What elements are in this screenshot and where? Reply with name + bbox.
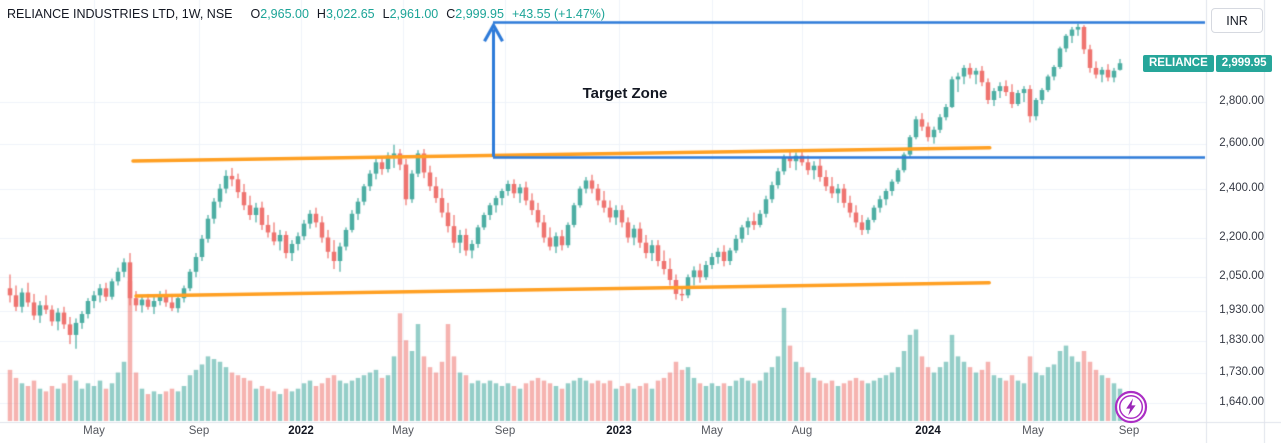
- badge-symbol: RELIANCE: [1143, 54, 1214, 72]
- time-tick-label: 2023: [606, 425, 632, 437]
- symbol-title[interactable]: RELIANCE INDUSTRIES LTD, 1W, NSE: [7, 7, 233, 21]
- time-tick-label: May: [392, 425, 414, 437]
- price-tick-label: 2,400.00: [1219, 181, 1264, 194]
- time-tick-label: May: [1022, 425, 1044, 437]
- low-label: L: [382, 7, 390, 21]
- high-value: 3,022.65: [325, 7, 375, 21]
- price-tick-label: 2,050.00: [1219, 270, 1264, 283]
- price-tick-label: 2,200.00: [1219, 230, 1264, 243]
- time-tick-label: 2022: [288, 425, 314, 437]
- change-value: +43.55 (+1.47%): [511, 7, 606, 21]
- price-tick-label: 1,830.00: [1219, 334, 1264, 347]
- currency-button[interactable]: INR: [1211, 8, 1263, 33]
- open-label: O: [250, 7, 261, 21]
- low-value: 2,961.00: [389, 7, 439, 21]
- target-zone-label: Target Zone: [582, 85, 668, 102]
- price-tick-label: 1,930.00: [1219, 304, 1264, 317]
- close-value: 2,999.95: [455, 7, 504, 21]
- time-axis[interactable]: May Sep 2022 May Sep 2023 May Aug 2024 May Sep: [0, 425, 1206, 443]
- time-tick-label: Aug: [791, 425, 813, 437]
- lightning-icon[interactable]: [1113, 389, 1149, 425]
- time-tick-label: Sep: [1118, 425, 1140, 437]
- close-label: C: [446, 7, 456, 21]
- time-tick-label: 2024: [915, 425, 941, 437]
- badge-price-value: 2,999.95: [1215, 54, 1272, 72]
- price-tick-label: 2,800.00: [1219, 95, 1264, 107]
- price-tick-label: 1,730.00: [1219, 365, 1264, 378]
- time-tick-label: May: [701, 425, 723, 437]
- time-tick-label: Sep: [494, 425, 516, 437]
- price-axis[interactable]: 2,800.00 2,600.00 2,400.00 2,200.00 2,050.00…: [1206, 0, 1281, 422]
- symbol-header: RELIANCE INDUSTRIES LTD, 1W, NSE O2,965.0…: [7, 7, 605, 21]
- time-tick-label: Sep: [188, 425, 210, 437]
- price-tick-label: 1,640.00: [1219, 395, 1264, 408]
- high-label: H: [316, 7, 326, 21]
- open-value: 2,965.00: [260, 7, 309, 21]
- last-price-badge: RELIANCE 2,999.95: [1143, 54, 1272, 72]
- price-tick-label: 2,600.00: [1219, 136, 1264, 149]
- time-tick-label: May: [83, 425, 105, 437]
